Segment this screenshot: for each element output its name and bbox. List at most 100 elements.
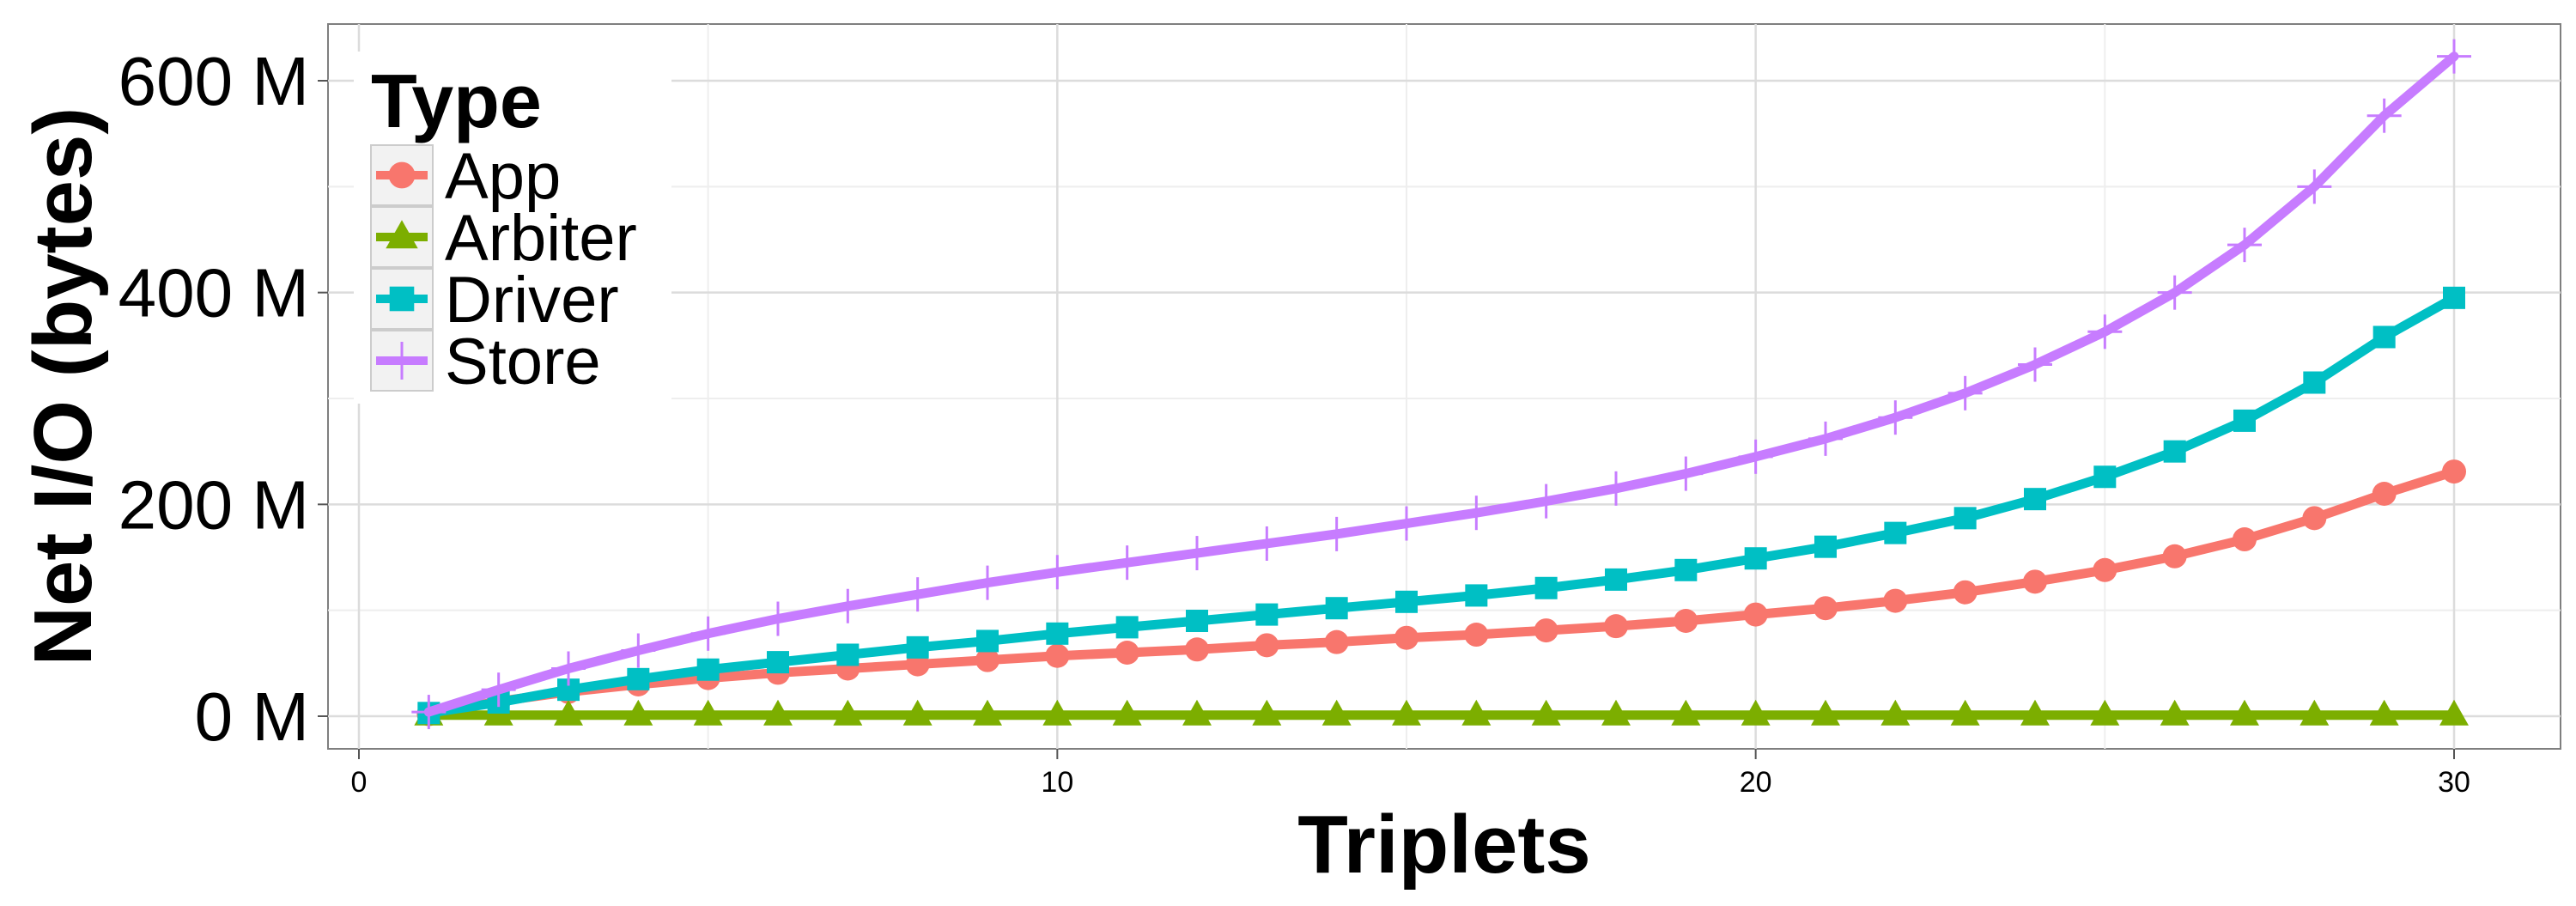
point-store: [621, 633, 656, 668]
point-app: [1255, 633, 1279, 658]
point-arbiter: [623, 699, 653, 726]
point-arbiter: [1880, 699, 1911, 726]
point-driver: [1186, 610, 1208, 632]
legend-key-marker-store: [383, 342, 421, 380]
point-driver: [976, 629, 999, 653]
point-app: [1953, 580, 1978, 605]
point-arbiter: [973, 699, 1002, 726]
point-driver: [1953, 507, 1977, 530]
point-app: [1743, 602, 1768, 627]
point-arbiter: [1112, 699, 1142, 726]
point-store: [2227, 228, 2262, 263]
point-arbiter: [1531, 699, 1561, 726]
point-app: [1185, 637, 1209, 662]
point-store: [551, 651, 586, 686]
point-driver: [1465, 584, 1488, 607]
point-driver: [2024, 488, 2046, 511]
legend-key-marker-app: [388, 161, 416, 189]
series-line-store: [423, 52, 2459, 717]
point-driver: [1046, 622, 1069, 645]
point-app: [1324, 629, 1349, 654]
plot-panel: [327, 23, 2561, 750]
legend-label-app: App: [445, 140, 561, 213]
point-driver: [906, 635, 929, 659]
point-store: [2297, 169, 2332, 204]
y-tick-label: 200 M: [118, 466, 309, 543]
y-tick-label: 400 M: [118, 255, 309, 331]
y-axis-title: Net I/O (bytes): [17, 107, 109, 666]
x-tick-label: 0: [351, 766, 368, 799]
point-store: [1528, 483, 1564, 519]
legend-label-driver: Driver: [445, 264, 619, 337]
legend-key-marker-arbiter: [386, 220, 418, 249]
point-driver: [1814, 535, 1837, 558]
point-store: [1040, 555, 1075, 590]
point-driver: [696, 658, 720, 681]
point-store: [1808, 421, 1843, 456]
point-driver: [2372, 325, 2396, 349]
point-arbiter: [1811, 699, 1840, 726]
point-arbiter: [1392, 699, 1421, 726]
point-driver: [1605, 568, 1627, 591]
point-app: [1534, 618, 1558, 643]
point-store: [1668, 456, 1704, 491]
point-arbiter: [1671, 699, 1701, 726]
point-arbiter: [1252, 699, 1282, 726]
x-axis-title: Triplets: [1297, 799, 1590, 891]
point-store: [690, 616, 726, 651]
legend-label-store: Store: [445, 325, 601, 398]
point-driver: [1395, 590, 1418, 613]
series-driver: [417, 286, 2465, 725]
point-store: [1109, 545, 1145, 581]
point-arbiter: [1182, 699, 1212, 726]
point-driver: [1325, 597, 1348, 620]
point-arbiter: [2090, 699, 2120, 726]
point-driver: [627, 667, 650, 690]
point-arbiter: [1461, 699, 1492, 726]
point-store: [1947, 375, 1983, 410]
point-store: [1599, 471, 1633, 506]
y-tick-label: 600 M: [118, 43, 309, 119]
point-app: [1674, 609, 1698, 633]
point-store: [970, 565, 1005, 600]
point-store: [1459, 496, 1494, 531]
series-store: [411, 39, 2471, 730]
point-app: [1115, 641, 1139, 665]
point-arbiter: [833, 699, 863, 726]
legend-title: Type: [371, 58, 542, 143]
point-driver: [2093, 465, 2117, 489]
point-store: [2018, 347, 2052, 382]
point-arbiter: [2300, 699, 2330, 726]
point-store: [1878, 400, 1913, 435]
point-arbiter: [1042, 699, 1072, 726]
point-store: [900, 577, 935, 612]
point-arbiter: [902, 699, 933, 726]
point-arbiter: [554, 699, 583, 726]
point-app: [2162, 544, 2187, 569]
point-arbiter: [693, 699, 723, 726]
point-app: [2093, 557, 2117, 582]
point-arbiter: [2020, 699, 2050, 726]
point-store: [761, 601, 795, 636]
series-line-driver: [423, 293, 2459, 718]
point-app: [975, 648, 999, 672]
point-driver: [767, 651, 789, 674]
point-arbiter: [2439, 699, 2469, 726]
point-app: [1883, 588, 1908, 613]
point-store: [2157, 275, 2192, 310]
point-store: [1319, 516, 1354, 551]
point-arbiter: [2160, 699, 2190, 726]
point-arbiter: [2369, 699, 2399, 726]
axes: 0 10 20 30 0 M 200 M 400 M 600 M: [118, 43, 2470, 799]
point-store: [1389, 506, 1424, 541]
point-driver: [1674, 558, 1698, 581]
point-arbiter: [763, 699, 793, 726]
point-driver: [1744, 547, 1767, 570]
point-app: [2233, 527, 2257, 552]
point-store: [1180, 536, 1214, 571]
point-app: [2442, 459, 2466, 484]
point-app: [2023, 569, 2047, 594]
point-driver: [1115, 616, 1139, 639]
